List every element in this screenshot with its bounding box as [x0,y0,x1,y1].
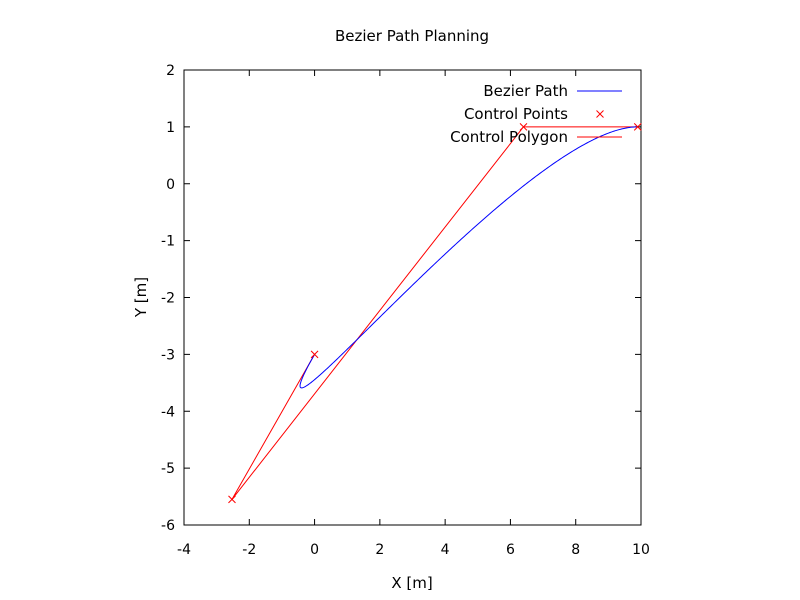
legend-label: Bezier Path [483,82,568,100]
x-tick-label: 0 [310,542,319,558]
y-tick-label: -6 [161,518,175,534]
y-tick-label: -2 [161,291,175,307]
y-tick-label: 0 [166,177,175,193]
bezier-path-line [299,126,638,389]
y-axis-label: Y [m] [132,277,150,318]
y-tick-label: 1 [166,120,175,136]
legend-label: Control Polygon [450,128,568,146]
chart-title: Bezier Path Planning [335,27,489,45]
control-point-marker [519,123,528,131]
x-tick-label: 6 [506,542,515,558]
plot-frame [183,69,642,526]
y-tick-label: -5 [161,461,175,477]
control-point-marker [310,350,319,359]
y-tick-label: 2 [166,63,175,79]
legend: Bezier Path Control Points Control Polygon [450,82,622,146]
control-point-marker [228,495,236,504]
y-axis: -6 -5 -4 -3 -2 -1 0 1 2 [161,63,641,534]
legend-swatch-control-points [596,110,604,118]
y-tick-label: -3 [161,347,175,363]
legend-label: Control Points [464,105,568,123]
x-axis: -4 -2 0 2 4 6 8 10 [177,70,650,558]
plot-area [228,123,642,504]
x-axis-label: X [m] [391,574,432,592]
x-tick-label: 2 [375,542,384,558]
y-tick-label: -1 [161,234,175,250]
x-tick-label: 4 [441,542,450,558]
x-tick-label: -2 [242,542,256,558]
x-tick-label: 8 [571,542,580,558]
y-tick-label: -4 [161,404,175,420]
control-point-marker [633,123,642,131]
control-polygon-line [231,126,638,500]
x-tick-label: -4 [177,542,191,558]
x-tick-label: 10 [632,542,650,558]
